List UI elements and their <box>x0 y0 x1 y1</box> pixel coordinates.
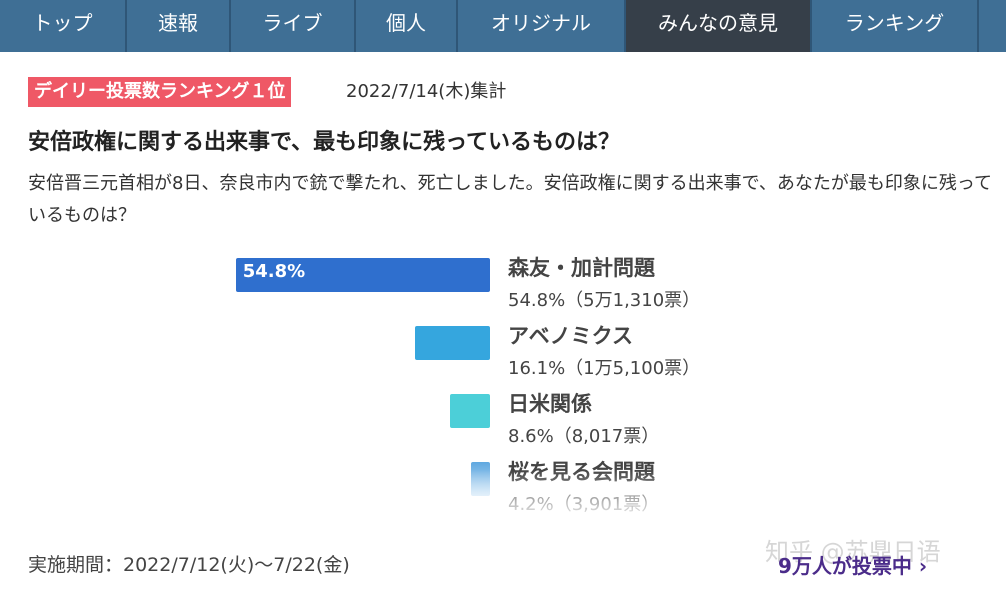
badge: デイリー投票数ランキング１位 <box>28 77 292 107</box>
option-detail: 16.1%（1万5,100票） <box>508 358 701 379</box>
vote-link[interactable]: 9万人が投票中 › <box>778 554 928 578</box>
watermark: 知乎 @苏鼎日语 <box>765 538 941 566</box>
bar-label: 54.8% <box>242 261 306 282</box>
title: 安倍政権に関する出来事で、最も印象に残っているものは？ <box>28 130 621 155</box>
nav-item[interactable]: ライブ <box>231 0 356 52</box>
nav-item[interactable]: みんなの意見 <box>626 0 812 52</box>
nav-item[interactable]: オリジナル <box>458 0 626 52</box>
nav-item[interactable]: 速報 <box>127 0 231 52</box>
bar: 54.8% <box>235 258 490 292</box>
fade <box>460 470 760 515</box>
option-label: 日米関係 <box>508 392 592 416</box>
nav-item[interactable]: トップ <box>0 0 127 52</box>
option-detail: 8.6%（8,017票） <box>508 426 660 447</box>
bar <box>415 326 490 360</box>
option-label: 森友・加計問題 <box>508 256 655 280</box>
nav-item[interactable]: 個人 <box>356 0 458 52</box>
date: 2022/7/14(木)集計 <box>346 81 507 102</box>
period: 実施期間：2022/7/12(火)〜7/22(金) <box>28 554 350 576</box>
option-detail: 54.8%（5万1,310票） <box>508 290 701 311</box>
nav-item[interactable]: ランキング <box>812 0 979 52</box>
description: 安倍晋三元首相が8日、奈良市内で銃で撃たれ、死亡しました。安倍政権に関する出来事… <box>28 173 993 226</box>
nav-bar: トップ 速報 ライブ 個人 オリジナル みんなの意見 ランキング <box>0 0 1006 52</box>
option-label: アベノミクス <box>508 324 633 348</box>
bar <box>450 394 490 428</box>
